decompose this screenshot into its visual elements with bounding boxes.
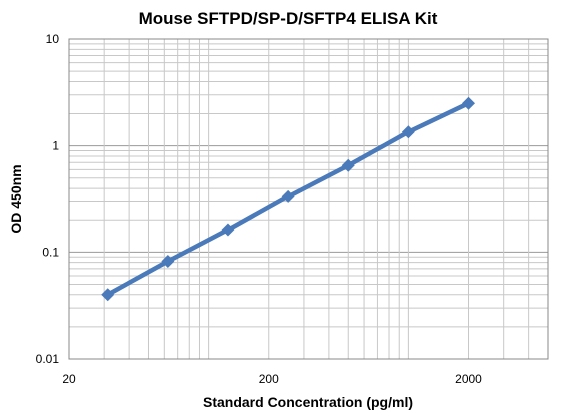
x-tick-label: 20	[62, 372, 76, 386]
data-point	[221, 223, 235, 237]
plot-area	[68, 38, 549, 360]
y-tick-label: 0.01	[36, 352, 60, 366]
data-point	[341, 158, 355, 172]
y-tick-label: 10	[46, 32, 60, 46]
grid	[69, 39, 548, 360]
x-tick-label: 2000	[455, 372, 482, 386]
y-axis-label: OD 450nm	[8, 164, 24, 233]
series-layer	[101, 96, 476, 302]
data-point	[101, 288, 115, 302]
x-tick-label: 200	[259, 372, 279, 386]
data-point	[161, 255, 175, 269]
data-point	[462, 96, 476, 110]
y-tick-label: 1	[52, 139, 59, 153]
data-point	[281, 189, 295, 203]
chart-title: Mouse SFTPD/SP-D/SFTP4 ELISA Kit	[139, 9, 438, 28]
y-tick-label: 0.1	[42, 245, 59, 259]
data-point	[401, 125, 415, 139]
x-axis-label: Standard Concentration (pg/ml)	[203, 394, 413, 410]
